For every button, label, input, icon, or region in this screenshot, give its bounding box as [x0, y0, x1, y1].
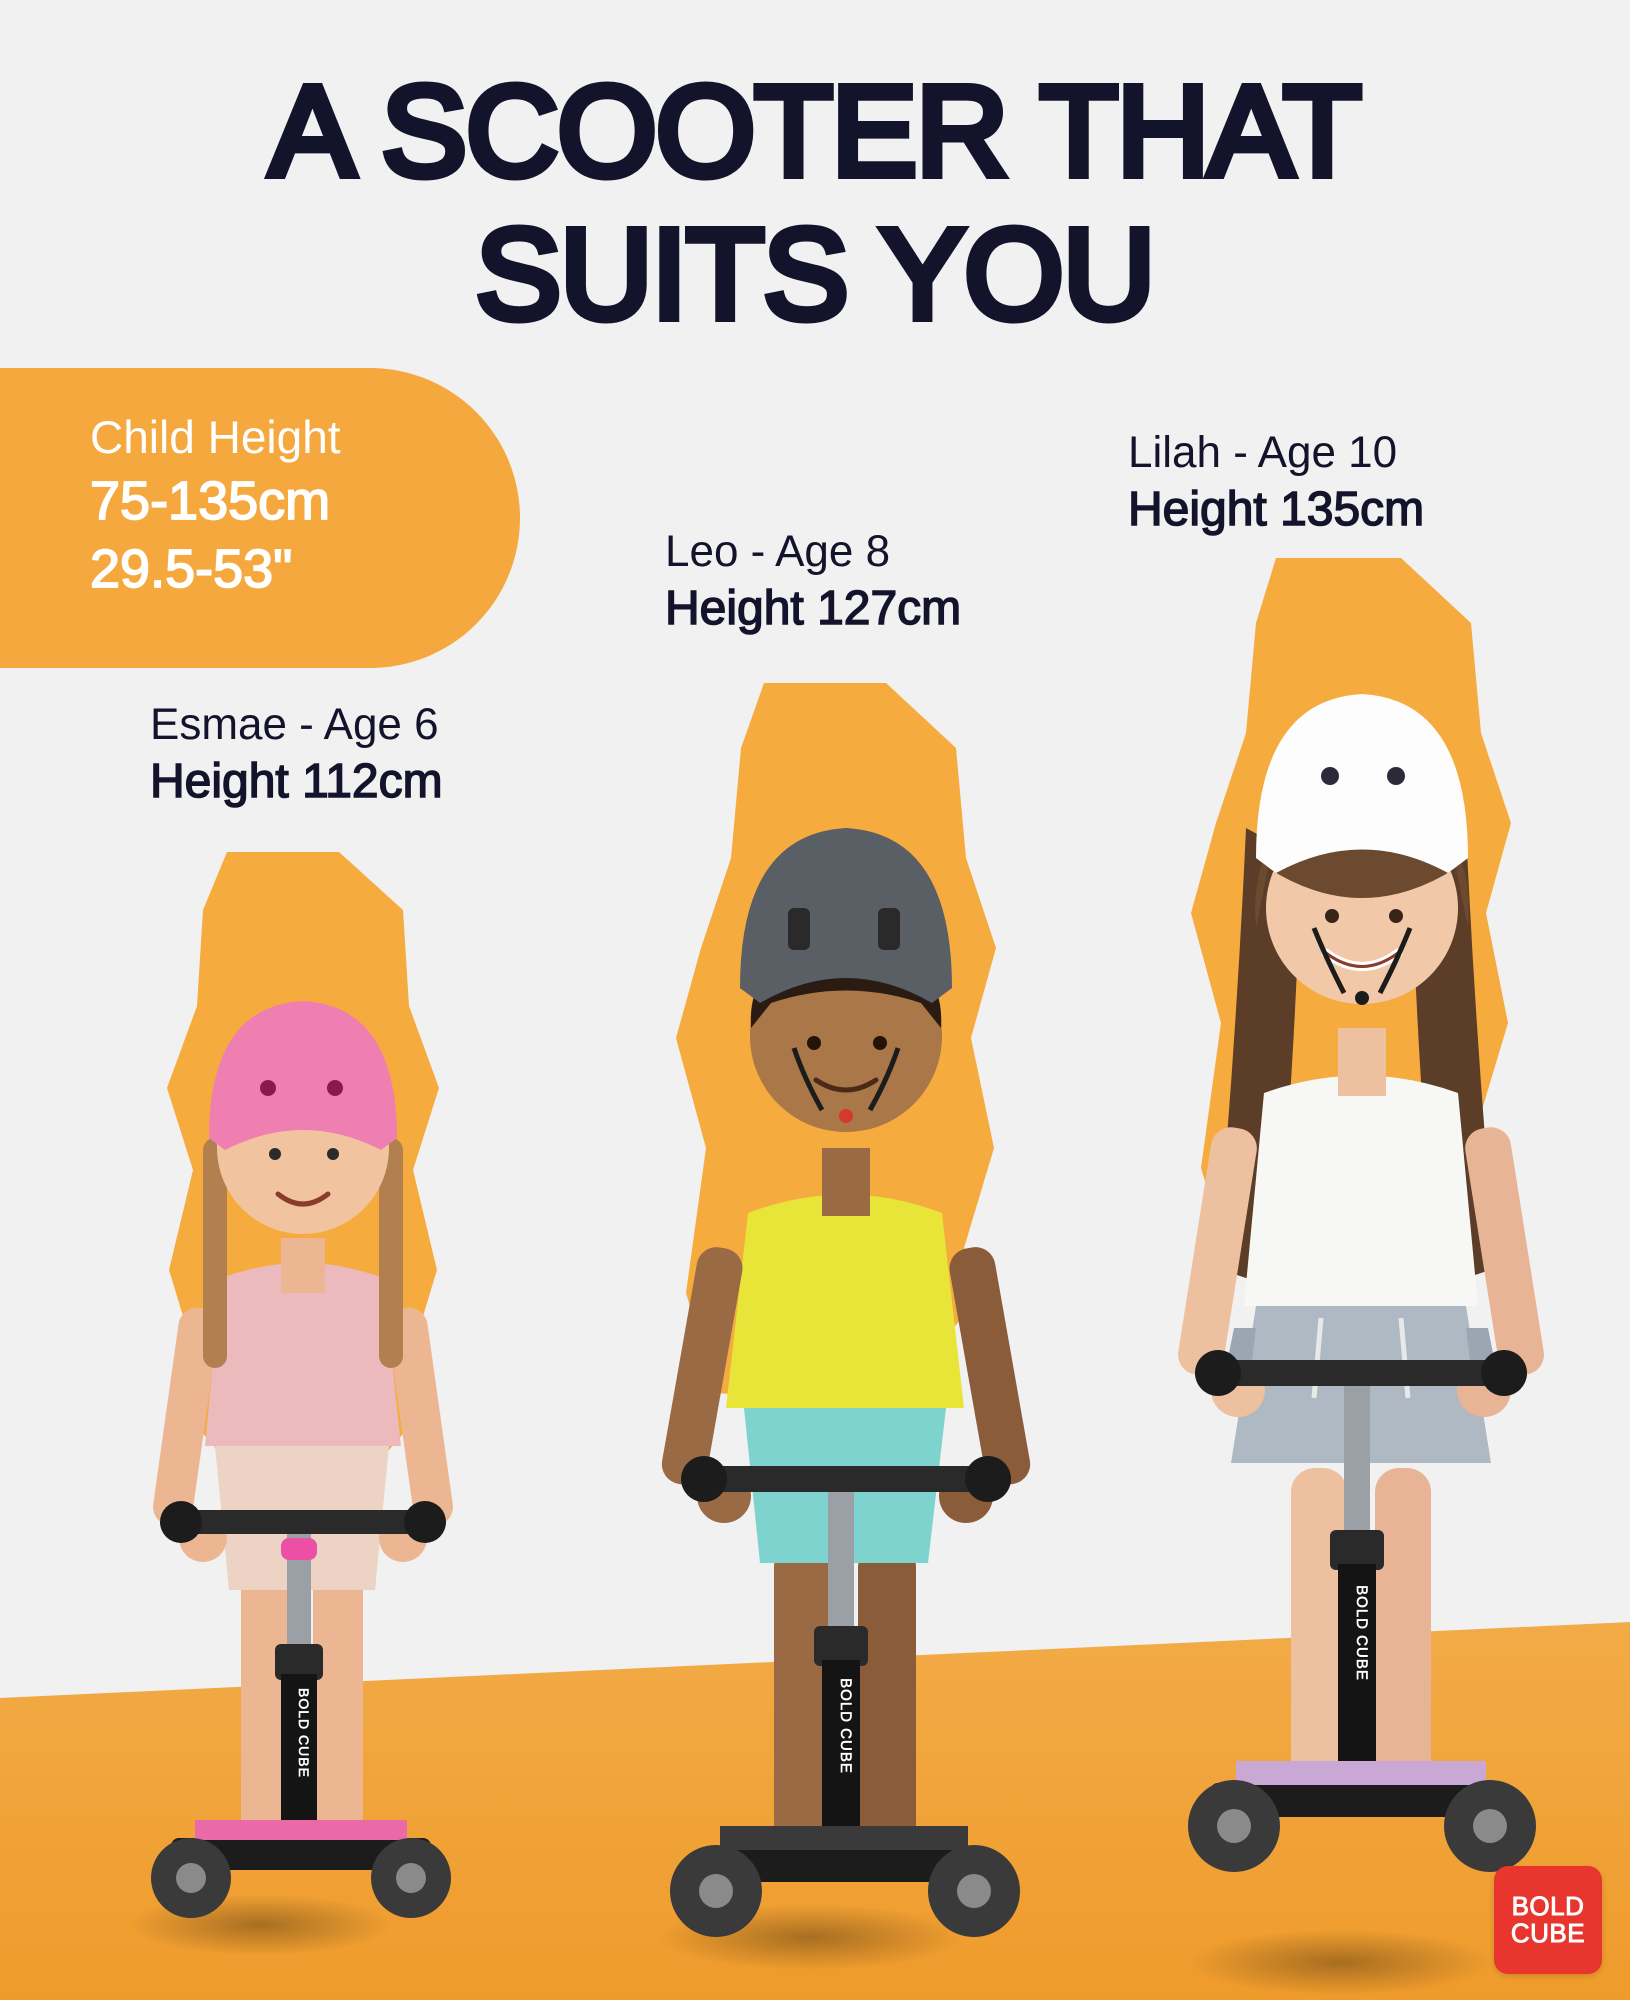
svg-text:BOLD CUBE: BOLD CUBE — [296, 1688, 312, 1778]
svg-text:BOLD CUBE: BOLD CUBE — [837, 1678, 854, 1774]
svg-text:BOLD CUBE: BOLD CUBE — [1353, 1585, 1370, 1681]
